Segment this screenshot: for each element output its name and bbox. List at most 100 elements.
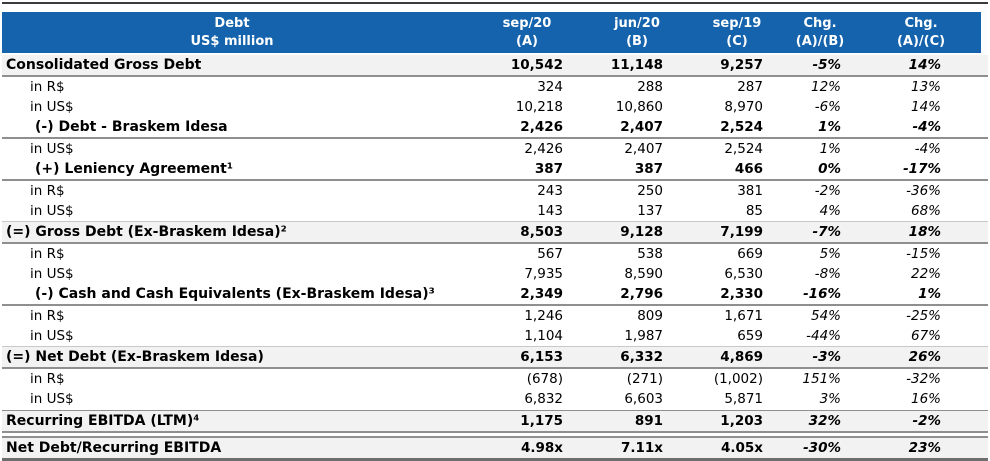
chg-a-over-c: -2% — [912, 413, 941, 429]
col-header-chg-a-c: Chg. (A)/(C) — [877, 12, 981, 53]
chg-a-over-b: 3% — [819, 391, 841, 407]
value-jun20-b: 538 — [637, 246, 663, 262]
value-sep19-c: 466 — [734, 161, 763, 177]
col-header-jun20-b: jun/20 (B) — [572, 12, 676, 53]
table-row: (=) Gross Debt (Ex-Braskem Idesa)² 8,503… — [2, 221, 988, 244]
value-sep20-a: 243 — [537, 183, 563, 199]
row-label: in US$ — [30, 391, 74, 407]
table-row: Recurring EBITDA (LTM)⁴ 1,175 891 1,203 … — [2, 410, 988, 433]
chg-a-over-b: -44% — [806, 328, 841, 344]
col-header-debt-title: Debt — [214, 15, 250, 31]
value-jun20-b: 10,860 — [615, 99, 663, 115]
chg-a-over-c: 68% — [910, 203, 941, 219]
value-sep19-c: 5,871 — [724, 391, 763, 407]
col-header-period: sep/19 — [712, 15, 762, 31]
chg-a-over-c: 14% — [910, 99, 941, 115]
value-jun20-b: 288 — [637, 79, 663, 95]
value-sep20-a: 567 — [537, 246, 563, 262]
chg-a-over-b: -16% — [803, 286, 841, 302]
value-jun20-b: 250 — [637, 183, 663, 199]
value-sep19-c: 1,203 — [720, 413, 763, 429]
chg-a-over-c: 26% — [908, 349, 941, 365]
col-header-chg-a-b: Chg. (A)/(B) — [777, 12, 877, 53]
table-header-row: Debt US$ million sep/20 (A) jun/20 (B) s… — [2, 12, 981, 53]
chg-a-over-b: -30% — [803, 440, 841, 456]
chg-a-over-b: 1% — [818, 119, 841, 135]
chg-a-over-b: -7% — [812, 224, 841, 240]
value-sep20-a: 2,349 — [520, 286, 563, 302]
row-label: Consolidated Gross Debt — [6, 57, 202, 73]
chg-a-over-c: -32% — [906, 371, 941, 387]
col-header-letter: (B) — [626, 33, 648, 49]
chg-a-over-c: -17% — [903, 161, 941, 177]
row-label: Recurring EBITDA (LTM)⁴ — [6, 413, 200, 429]
value-sep20-a: 7,935 — [524, 266, 563, 282]
value-jun20-b: 1,987 — [624, 328, 663, 344]
table-row: in US$ 10,218 10,860 8,970 -6% 14% — [2, 97, 988, 117]
value-jun20-b: 2,407 — [620, 119, 663, 135]
col-header-debt-unit: US$ million — [190, 33, 274, 49]
row-label: (=) Gross Debt (Ex-Braskem Idesa)² — [6, 224, 287, 240]
chg-a-over-b: 4% — [819, 203, 841, 219]
value-sep20-a: 387 — [534, 161, 563, 177]
col-header-ratio: (A)/(C) — [896, 33, 946, 49]
value-jun20-b: 137 — [637, 203, 663, 219]
chg-a-over-c: 14% — [908, 57, 941, 73]
value-jun20-b: 2,796 — [620, 286, 663, 302]
value-sep20-a: (678) — [526, 371, 563, 387]
row-label: (=) Net Debt (Ex-Braskem Idesa) — [6, 349, 264, 365]
chg-a-over-b: 1% — [819, 141, 841, 157]
chg-a-over-b: -2% — [814, 183, 841, 199]
col-header-letter: (A) — [516, 33, 538, 49]
value-jun20-b: 7.11x — [620, 440, 663, 456]
row-label: in US$ — [30, 328, 74, 344]
value-jun20-b: 8,590 — [624, 266, 663, 282]
table-row: in US$ 143 137 85 4% 68% — [2, 201, 988, 221]
table-row: in R$ (678) (271) (1,002) 151% -32% — [2, 369, 988, 389]
col-header-debt: Debt US$ million — [2, 12, 462, 53]
value-jun20-b: 387 — [634, 161, 663, 177]
chg-a-over-b: -3% — [812, 349, 841, 365]
col-header-letter: (C) — [726, 33, 748, 49]
value-sep19-c: 287 — [737, 79, 763, 95]
value-sep20-a: 6,832 — [524, 391, 563, 407]
col-header-ratio: (A)/(B) — [795, 33, 845, 49]
chg-a-over-c: 67% — [910, 328, 941, 344]
chg-a-over-b: 12% — [810, 79, 841, 95]
value-sep20-a: 10,542 — [510, 57, 563, 73]
col-header-chg: Chg. — [904, 15, 938, 31]
table-row: in R$ 567 538 669 5% -15% — [2, 244, 988, 264]
value-sep19-c: 381 — [737, 183, 763, 199]
row-label: in R$ — [30, 246, 65, 262]
value-sep19-c: 1,671 — [724, 308, 763, 324]
table-row: Net Debt/Recurring EBITDA 4.98x 7.11x 4.… — [2, 436, 988, 461]
col-header-sep20-a: sep/20 (A) — [462, 12, 572, 53]
row-label: (+) Leniency Agreement¹ — [35, 161, 233, 177]
value-sep20-a: 1,175 — [520, 413, 563, 429]
value-sep20-a: 8,503 — [520, 224, 563, 240]
col-header-period: sep/20 — [502, 15, 552, 31]
chg-a-over-c: -15% — [906, 246, 941, 262]
chg-a-over-b: -6% — [814, 99, 841, 115]
row-label: Net Debt/Recurring EBITDA — [6, 440, 222, 456]
value-sep20-a: 6,153 — [520, 349, 563, 365]
row-label: in US$ — [30, 266, 74, 282]
value-sep20-a: 324 — [537, 79, 563, 95]
table-row: in US$ 7,935 8,590 6,530 -8% 22% — [2, 264, 988, 284]
value-sep20-a: 10,218 — [515, 99, 563, 115]
row-label: in R$ — [30, 308, 65, 324]
value-sep19-c: 4,869 — [720, 349, 763, 365]
chg-a-over-b: 0% — [818, 161, 841, 177]
value-sep20-a: 2,426 — [524, 141, 563, 157]
value-sep19-c: 659 — [737, 328, 763, 344]
value-jun20-b: 6,603 — [624, 391, 663, 407]
chg-a-over-c: 1% — [918, 286, 941, 302]
value-sep19-c: 4.05x — [720, 440, 763, 456]
chg-a-over-b: 5% — [819, 246, 841, 262]
value-sep19-c: 8,970 — [724, 99, 763, 115]
value-sep20-a: 1,104 — [524, 328, 563, 344]
table-row: (-) Cash and Cash Equivalents (Ex-Braske… — [2, 284, 988, 306]
value-sep20-a: 2,426 — [520, 119, 563, 135]
value-jun20-b: 9,128 — [620, 224, 663, 240]
